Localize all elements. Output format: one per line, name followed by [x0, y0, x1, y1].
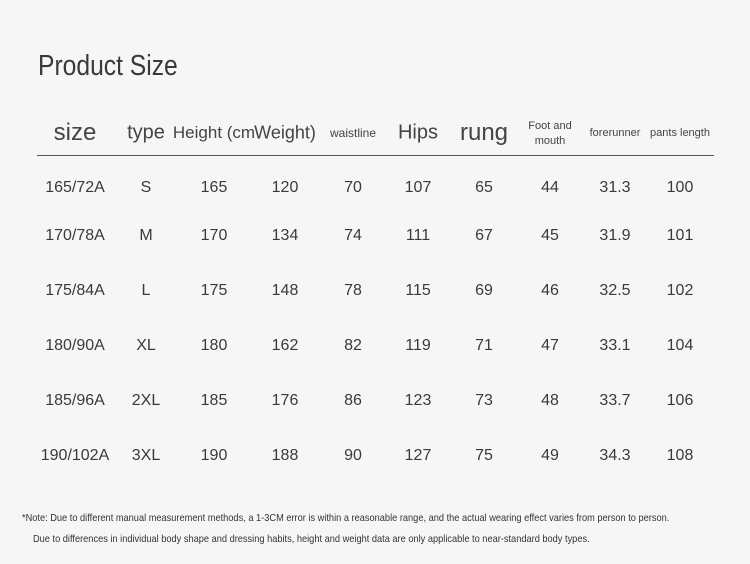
table-cell: 107 [404, 179, 432, 196]
table-cell: 176 [271, 392, 299, 409]
column-header: type [127, 121, 165, 144]
table-cell: 188 [271, 447, 299, 464]
table-cell: 65 [475, 179, 493, 196]
table-cell: 75 [475, 447, 493, 464]
table-cell: 34.3 [599, 447, 631, 464]
note: *Note: Due to different manual measureme… [22, 512, 670, 524]
table-cell: 31.9 [599, 227, 631, 244]
table-cell: 180 [200, 337, 228, 354]
note: Due to differences in individual body sh… [33, 533, 590, 545]
table-cell: 148 [271, 282, 299, 299]
table-cell: M [139, 227, 153, 244]
table-cell: 170/78A [45, 227, 105, 244]
table-cell: 190/102A [40, 447, 110, 464]
table-cell: 32.5 [599, 282, 631, 299]
table-cell: 45 [541, 227, 559, 244]
table-cell: 120 [271, 179, 299, 196]
table-cell: 104 [666, 337, 694, 354]
table-cell: 44 [541, 179, 559, 196]
table-cell: 49 [541, 447, 559, 464]
table-cell: 106 [666, 392, 694, 409]
table-cell: 190 [200, 447, 228, 464]
table-cell: 115 [405, 282, 431, 299]
table-cell: 69 [475, 282, 493, 299]
table-cell: 70 [344, 179, 362, 196]
column-header: Hips [397, 121, 439, 144]
table-cell: 48 [541, 392, 559, 409]
table-cell: 46 [541, 282, 559, 299]
column-header: Weight) [254, 122, 316, 143]
table-cell: 134 [271, 227, 299, 244]
table-cell: 170 [200, 227, 228, 244]
table-cell: 100 [666, 179, 694, 196]
table-cell: S [140, 179, 152, 196]
header-rule [37, 155, 714, 156]
column-header: Height (cm [172, 123, 256, 142]
column-header: rung [459, 119, 509, 146]
column-header: size [53, 119, 97, 146]
table-cell: 3XL [131, 447, 161, 464]
column-header: Foot and mouth [528, 120, 572, 147]
table-cell: 78 [344, 282, 362, 299]
table-cell: 165 [200, 179, 228, 196]
table-cell: 47 [541, 337, 559, 354]
table-cell: 127 [404, 447, 432, 464]
table-cell: 90 [344, 447, 362, 464]
table-cell: 175 [200, 282, 228, 299]
table-cell: 71 [475, 337, 493, 354]
title: Product Size [38, 50, 178, 82]
table-cell: 108 [666, 447, 694, 464]
table-cell: 33.7 [599, 392, 631, 409]
table-cell: 82 [344, 337, 362, 354]
column-header: pants length [650, 127, 710, 139]
table-cell: 119 [405, 337, 431, 354]
table-cell: 73 [475, 392, 493, 409]
table-cell: 165/72A [45, 179, 105, 196]
table-cell: 67 [475, 227, 493, 244]
column-header: waistline [329, 126, 377, 140]
table-cell: 123 [404, 392, 432, 409]
table-cell: XL [136, 337, 156, 354]
table-cell: 86 [344, 392, 362, 409]
table-cell: 74 [344, 227, 362, 244]
table-cell: 31.3 [599, 179, 631, 196]
table-cell: 33.1 [599, 337, 631, 354]
table-cell: 185/96A [45, 392, 105, 409]
table-cell: 2XL [131, 392, 161, 409]
table-cell: 162 [271, 337, 299, 354]
table-cell: 175/84A [45, 282, 105, 299]
table-cell: 101 [666, 227, 694, 244]
table-cell: L [141, 282, 151, 299]
table-cell: 111 [405, 227, 431, 244]
column-header: forerunner [589, 127, 641, 139]
table-cell: 180/90A [45, 337, 105, 354]
table-cell: 102 [666, 282, 694, 299]
table-cell: 185 [200, 392, 228, 409]
